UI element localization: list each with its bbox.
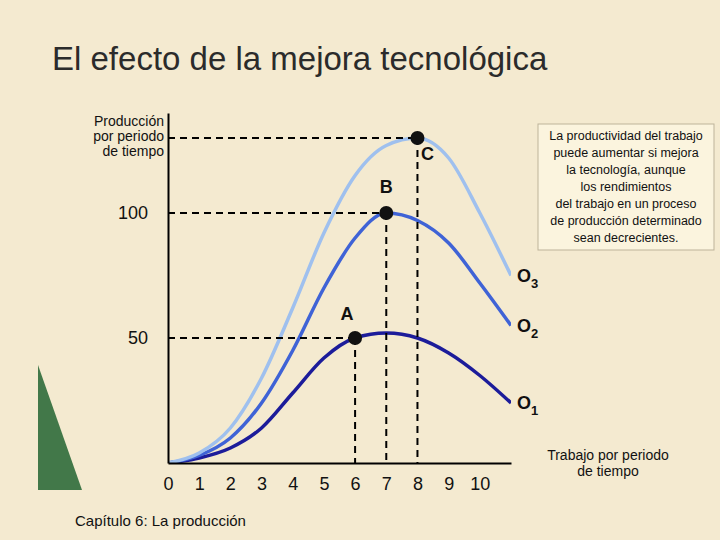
y-axis: 50 100 — [118, 114, 169, 464]
point-label: B — [380, 177, 393, 197]
title: El efecto de la mejora tecnológica — [52, 40, 548, 77]
y-tick: 100 — [118, 203, 168, 223]
y-tick-label: 50 — [128, 328, 148, 348]
annotation: sean decrecientes. — [574, 231, 679, 245]
y-axis-title: por periodo — [93, 128, 164, 144]
annotation: los rendimientos — [580, 180, 671, 194]
guide-vertical — [385, 213, 387, 463]
series-label: O3 — [517, 266, 538, 291]
series-label: O2 — [517, 316, 538, 341]
x-tick-label: 9 — [444, 474, 454, 494]
annotation: puede aumentar si mejora — [553, 146, 698, 160]
chart: El efecto de la mejora tecnológica A B C O1 O… — [0, 0, 720, 540]
annotation: La productividad del trabajo — [549, 129, 703, 143]
x-tick-label: 3 — [257, 474, 267, 494]
guide-horizontal — [168, 137, 417, 139]
guide-vertical — [416, 138, 418, 463]
x-tick: 7 — [382, 463, 392, 494]
x-tick: 4 — [288, 463, 298, 494]
footer: Capítulo 6: La producción — [75, 512, 246, 529]
x-tick-label: 7 — [382, 474, 392, 494]
guide-horizontal — [168, 212, 386, 214]
x-tick: 9 — [444, 463, 454, 494]
x-tick: 0 — [163, 463, 173, 494]
x-tick: 6 — [351, 463, 361, 494]
guide-vertical — [354, 338, 356, 463]
point — [348, 331, 362, 345]
x-tick-label: 1 — [195, 474, 205, 494]
x-axis-title: de tiempo — [577, 463, 639, 479]
x-tick: 2 — [226, 463, 236, 494]
x-tick: 1 — [195, 463, 205, 494]
y-axis-title: Producción — [94, 113, 164, 129]
x-tick-label: 4 — [288, 474, 298, 494]
y-axis-line — [168, 114, 170, 464]
curve — [168, 213, 511, 463]
curve — [168, 333, 511, 463]
guide-horizontal — [168, 337, 355, 339]
plot-area — [168, 131, 511, 463]
point-label: A — [341, 304, 354, 324]
x-tick-label: 10 — [470, 474, 490, 494]
x-tick-label: 2 — [226, 474, 236, 494]
decoration — [38, 365, 82, 490]
series-label: O1 — [517, 393, 538, 418]
point — [379, 206, 393, 220]
x-tick: 10 — [470, 463, 490, 494]
x-tick: 3 — [257, 463, 267, 494]
annotation: del trabajo en un proceso — [555, 197, 696, 211]
point-label: C — [421, 144, 434, 164]
x-axis-title: Trabajo por periodo — [547, 447, 669, 463]
x-tick-label: 0 — [163, 474, 173, 494]
y-tick: 50 — [128, 328, 168, 348]
annotation: la tecnología, aunque — [566, 163, 686, 177]
x-tick-label: 8 — [413, 474, 423, 494]
annotation: de producción determinado — [550, 214, 702, 228]
x-axis: 0 1 2 3 4 5 6 7 8 9 10 — [163, 463, 511, 494]
x-tick-label: 5 — [319, 474, 329, 494]
x-tick-label: 6 — [351, 474, 361, 494]
background — [0, 0, 720, 540]
x-axis-line — [169, 463, 512, 465]
point — [410, 131, 424, 145]
x-tick: 5 — [319, 463, 329, 494]
annotation-box — [538, 124, 714, 250]
y-tick-label: 100 — [118, 203, 148, 223]
x-tick: 8 — [413, 463, 423, 494]
y-axis-title: de tiempo — [103, 143, 165, 159]
curve — [168, 138, 511, 463]
